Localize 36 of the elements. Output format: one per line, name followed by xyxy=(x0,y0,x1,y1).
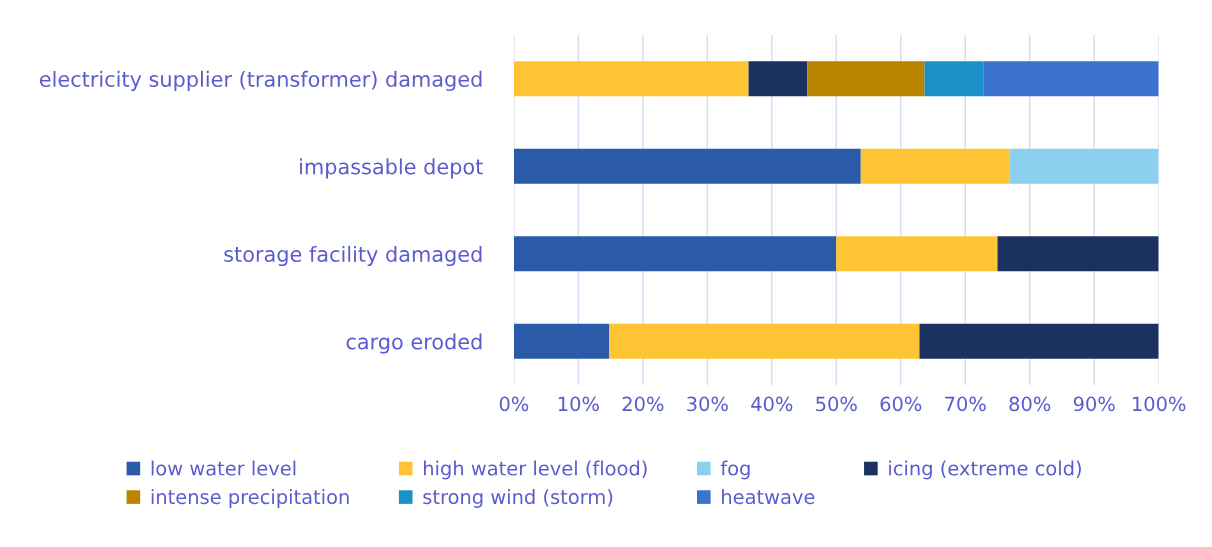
bar xyxy=(1009,148,1159,184)
legend-label: low water level xyxy=(151,460,296,476)
bar xyxy=(836,236,998,272)
bar xyxy=(513,148,861,184)
x-tick-label: 90% xyxy=(1073,396,1115,412)
y-tick-label: impassable depot xyxy=(300,158,483,179)
bar xyxy=(609,323,920,359)
bar xyxy=(860,148,1010,184)
legend-label: fog xyxy=(720,460,750,480)
bar xyxy=(513,61,749,97)
bar xyxy=(919,323,1159,359)
bar xyxy=(983,61,1159,97)
x-tick-label: 10% xyxy=(558,396,599,412)
bar xyxy=(748,61,808,97)
x-tick-label: 60% xyxy=(880,396,922,412)
x-tick-label: 80% xyxy=(1009,396,1051,412)
y-tick-label: electricity supplier (transformer) damaged xyxy=(39,70,482,92)
x-tick-label: 40% xyxy=(751,396,793,412)
bar xyxy=(513,323,610,359)
bar xyxy=(924,61,984,97)
legend-label: strong wind (storm) xyxy=(423,489,613,508)
legend-label: icing (extreme cold) xyxy=(889,460,1081,480)
y-tick-label: cargo eroded xyxy=(346,333,482,354)
y-tick-label: storage facility damaged xyxy=(224,245,482,267)
x-tick-label: 0% xyxy=(499,396,529,412)
bar xyxy=(513,236,837,272)
legend-label: intense precipitation xyxy=(151,489,349,508)
x-tick-label: 100% xyxy=(1133,396,1186,412)
bar xyxy=(997,236,1159,272)
x-tick-label: 70% xyxy=(945,396,986,412)
bar xyxy=(807,61,925,97)
x-tick-label: 20% xyxy=(622,396,664,412)
legend-label: heatwave xyxy=(722,489,815,505)
x-tick-label: 50% xyxy=(816,396,857,412)
legend-label: high water level (flood) xyxy=(424,460,647,480)
x-tick-label: 30% xyxy=(687,396,728,412)
